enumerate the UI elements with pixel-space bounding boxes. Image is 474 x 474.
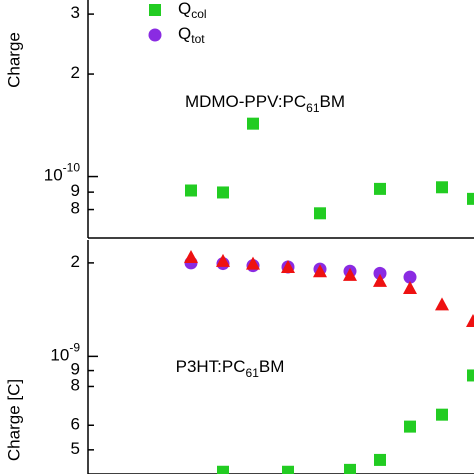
marker-square — [436, 408, 448, 421]
marker-square — [467, 192, 474, 205]
y-tick-label: 9 — [71, 360, 80, 379]
y-tick-label: 8 — [71, 376, 80, 395]
annotation-text: P3HT:PC — [176, 357, 246, 376]
y-tick-label: 2 — [71, 64, 80, 83]
y-tick-exponent: -10 — [63, 161, 81, 175]
legend-label: Qcol — [178, 0, 207, 21]
marker-triangle — [313, 264, 327, 278]
y-tick-text: 2 — [71, 64, 80, 83]
y-tick-label: 3 — [71, 4, 80, 23]
marker-square — [282, 465, 294, 474]
marker-square — [344, 463, 356, 474]
y-tick-text: 9 — [71, 182, 80, 201]
y-tick-text: 3 — [71, 4, 80, 23]
y-tick-text: 6 — [71, 415, 80, 434]
marker-triangle — [281, 259, 295, 273]
marker-circle — [373, 266, 387, 280]
marker-triangle — [246, 256, 260, 270]
y-tick-label: 6 — [71, 415, 80, 434]
legend-label: Qtot — [178, 24, 205, 46]
y-axis-label: Charge — [4, 32, 23, 88]
y-tick-text: 9 — [71, 360, 80, 379]
marker-square — [217, 465, 229, 474]
annotation: P3HT:PC61BM — [176, 357, 285, 380]
y-tick-text: 10 — [50, 346, 69, 365]
y-tick-text: 8 — [71, 199, 80, 218]
y-tick-label: 10-10 — [44, 161, 81, 185]
marker-square — [247, 117, 259, 130]
marker-square — [467, 369, 474, 382]
legend-name: Q — [178, 24, 191, 43]
marker-square — [185, 184, 197, 197]
y-tick-text: 5 — [71, 439, 80, 458]
marker-triangle — [403, 281, 417, 295]
annotation: MDMO-PPV:PC61BM — [185, 92, 345, 115]
marker-square — [217, 186, 229, 199]
annotation-after: BM — [320, 92, 346, 111]
marker-square — [404, 420, 416, 433]
annotation-text: MDMO-PPV:PC — [185, 92, 306, 111]
marker-square — [374, 182, 386, 195]
y-tick-label: 2 — [71, 252, 80, 271]
marker-triangle — [373, 273, 387, 287]
annotation-sub: 61 — [306, 101, 320, 115]
y-tick-text: 8 — [71, 376, 80, 395]
marker-circle — [403, 270, 417, 284]
marker-triangle — [216, 253, 230, 267]
y-tick-label: 8 — [71, 199, 80, 218]
marker-square — [436, 181, 448, 194]
legend-marker — [148, 28, 162, 42]
y-tick-text: 2 — [71, 252, 80, 271]
y-tick-label: 9 — [71, 182, 80, 201]
annotation-after: BM — [259, 357, 285, 376]
legend-name: Q — [178, 0, 191, 18]
y-tick-text: 10 — [44, 166, 63, 185]
y-tick-exponent: -9 — [69, 341, 80, 355]
marker-square — [314, 207, 326, 220]
marker-triangle — [184, 249, 198, 263]
marker-triangle — [435, 297, 449, 311]
legend-sub: col — [191, 7, 206, 21]
y-tick-label: 5 — [71, 439, 80, 458]
marker-triangle — [466, 313, 474, 327]
marker-square — [374, 453, 386, 466]
legend-sub: tot — [191, 32, 205, 46]
y-tick-label: 10-9 — [50, 341, 80, 365]
legend-marker — [149, 4, 161, 16]
annotation-sub: 61 — [246, 366, 260, 380]
y-axis-label: Charge [C] — [4, 379, 23, 461]
marker-triangle — [343, 267, 357, 281]
